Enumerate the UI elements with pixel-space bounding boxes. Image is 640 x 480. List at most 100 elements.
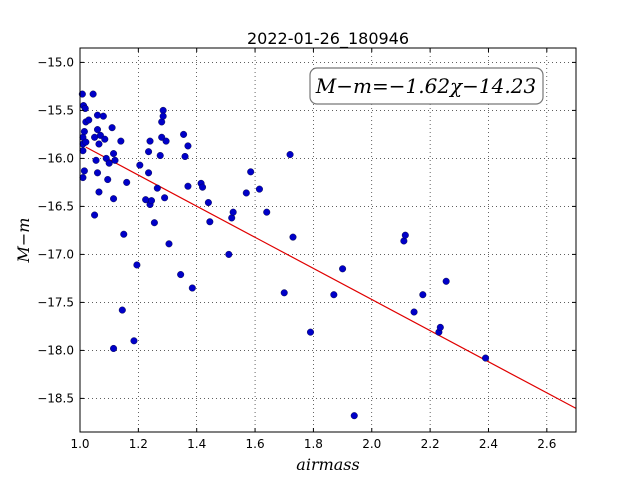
data-point: [108, 124, 116, 132]
data-point: [177, 271, 185, 279]
data-point: [91, 211, 99, 219]
data-point: [104, 176, 112, 184]
data-point: [82, 138, 90, 146]
y-tick-label: −18.5: [37, 391, 74, 405]
x-tick-label: 1.8: [304, 437, 323, 451]
y-tick-label: −17.0: [37, 247, 74, 261]
data-point: [89, 90, 97, 98]
x-tick-label: 2.0: [362, 437, 381, 451]
data-point: [159, 112, 167, 120]
data-point: [181, 152, 189, 160]
data-point: [400, 237, 408, 245]
y-tick-label: −17.5: [37, 295, 74, 309]
data-point: [118, 306, 126, 314]
y-tick-label: −16.5: [37, 199, 74, 213]
data-point: [225, 250, 233, 258]
plot-frame: [79, 47, 577, 433]
data-point: [105, 159, 113, 167]
y-tick-label: −15.5: [37, 103, 74, 117]
data-point: [117, 137, 125, 145]
data-point: [339, 265, 347, 273]
y-tick-label: −16.0: [37, 151, 74, 165]
data-point: [95, 140, 103, 148]
data-point: [156, 152, 164, 160]
y-tick-label: −15.0: [37, 55, 74, 69]
data-point: [146, 137, 154, 145]
data-point: [123, 178, 131, 186]
data-point: [161, 194, 169, 202]
fit-line: [85, 146, 577, 409]
data-point: [130, 337, 138, 345]
data-point: [80, 128, 88, 136]
x-axis-title: airmass: [296, 455, 359, 474]
x-tick-label: 1.0: [70, 437, 89, 451]
data-point: [153, 184, 161, 192]
data-point: [184, 142, 192, 150]
data-point: [228, 214, 236, 222]
data-point: [184, 182, 192, 190]
data-point: [99, 112, 107, 120]
data-point: [199, 183, 207, 191]
data-point: [94, 169, 102, 177]
data-point: [165, 240, 173, 248]
data-point: [79, 147, 87, 155]
equation-text: M−m=−1.62χ−14.23: [315, 74, 536, 98]
data-point: [286, 151, 294, 159]
y-axis-title: M−m: [14, 218, 33, 264]
data-point: [482, 354, 490, 362]
data-point: [91, 133, 99, 141]
data-point: [242, 189, 250, 197]
x-tick-label: 2.6: [537, 437, 556, 451]
data-point: [289, 233, 297, 241]
data-point: [110, 150, 118, 158]
data-point: [436, 323, 444, 331]
data-point: [188, 284, 196, 292]
data-point: [147, 197, 155, 205]
equation-box: M−m=−1.62χ−14.23: [309, 67, 544, 105]
data-point: [158, 118, 166, 126]
data-point: [180, 130, 188, 138]
data-point: [442, 277, 450, 285]
data-point: [330, 291, 338, 299]
data-point: [145, 148, 153, 156]
data-point: [110, 195, 118, 203]
data-point: [94, 126, 102, 134]
x-tick-label: 2.2: [421, 437, 440, 451]
data-point: [150, 219, 158, 227]
data-point: [111, 156, 119, 164]
data-point: [78, 90, 86, 98]
data-point: [350, 412, 358, 420]
y-axis-ticks: −15.0 −15.5 −16.0 −16.5 −17.0 −17.5 −18.0 −18.5: [37, 55, 576, 405]
data-point: [145, 169, 153, 177]
data-point: [247, 168, 255, 176]
data-point: [419, 291, 427, 299]
data-point: [401, 231, 409, 239]
chart-title: 2022-01-26_180946: [247, 29, 409, 49]
data-point: [110, 344, 118, 352]
data-point: [263, 208, 271, 216]
grid: [79, 48, 576, 432]
x-tick-label: 1.4: [187, 437, 206, 451]
x-axis-ticks: 1.0 1.2 1.4 1.6 1.8 2.0 2.2 2.4 2.6: [70, 48, 556, 451]
equation-box-frame: [309, 67, 544, 105]
x-tick-label: 1.2: [129, 437, 148, 451]
data-point: [85, 116, 93, 124]
data-point: [255, 185, 263, 193]
data-point: [162, 137, 170, 145]
data-point: [410, 308, 418, 316]
data-point: [206, 218, 214, 226]
data-point: [79, 174, 87, 182]
data-point: [133, 261, 141, 269]
data-point: [136, 161, 144, 169]
data-point: [94, 111, 102, 119]
fit-line-group: [85, 146, 577, 409]
data-point: [204, 199, 212, 207]
data-point: [120, 230, 128, 238]
data-point: [280, 289, 288, 297]
data-point: [80, 167, 88, 175]
y-tick-label: −18.0: [37, 343, 74, 357]
data-point: [229, 208, 237, 216]
data-point: [92, 156, 100, 164]
data-point: [306, 328, 314, 336]
